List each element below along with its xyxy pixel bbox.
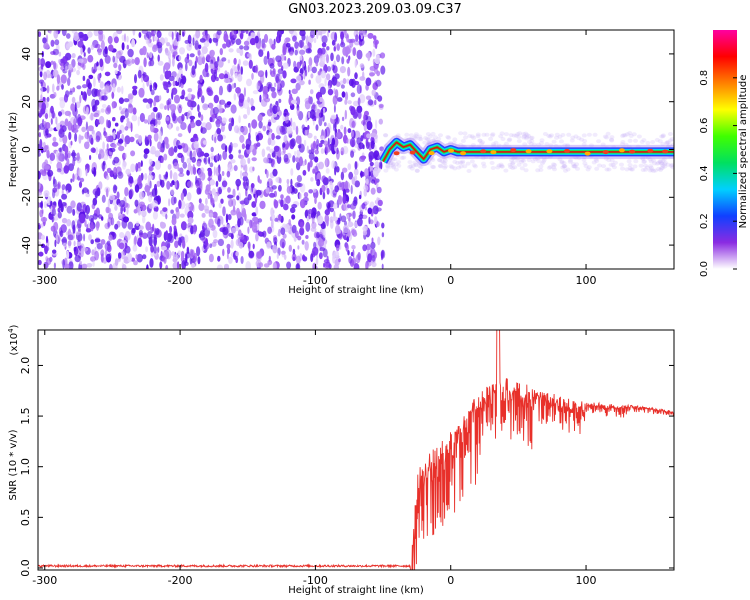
x-tick-label: -100 [303, 574, 328, 587]
y-axis-label: SNR (10 * v/v) [8, 429, 19, 500]
signal-peaks [393, 148, 669, 156]
y-tick-label: 1.0 [19, 458, 32, 476]
x-axis-label: Height of straight line (km) [288, 285, 424, 296]
snr-axes: -300 -200 -100 0 100 0.0 0.5 1.0 1.5 2.0 Height of… [7, 324, 674, 596]
spectrogram-area [38, 30, 674, 269]
colorbar-tick-label: 0.6 [699, 118, 710, 134]
y-tick-label: 0.5 [19, 509, 32, 527]
y-tick-label: -40 [20, 236, 33, 254]
colorbar-gradient [713, 30, 737, 269]
colorbar-label: Normalized spectral amplitude [738, 75, 749, 229]
x-tick-label: -200 [168, 574, 193, 587]
colorbar-tick-label: 0.4 [699, 165, 710, 181]
snr-line [38, 330, 674, 570]
colorbar-tick-label: 0.8 [699, 70, 710, 86]
colorbar-tick-label: 0.2 [699, 213, 710, 229]
y-tick-label: -20 [20, 188, 33, 206]
colorbar-tick-label: 0.0 [699, 261, 710, 277]
x-tick-label: 0 [447, 274, 454, 287]
x-tick-label: 100 [576, 574, 597, 587]
snr-frame [37, 329, 675, 571]
y-tick-label: 0 [20, 146, 33, 153]
x-tick-label: -100 [303, 274, 328, 287]
x-tick-label: 100 [576, 274, 597, 287]
y-scale-label: (x104) [7, 324, 20, 355]
x-tick-label: -300 [32, 574, 57, 587]
x-tick-label: -200 [168, 274, 193, 287]
y-tick-label: 2.0 [19, 357, 32, 375]
x-tick-label: -300 [32, 274, 57, 287]
y-tick-label: 0.0 [19, 559, 32, 577]
x-axis-label: Height of straight line (km) [288, 585, 424, 596]
figure-title: GN03.2023.209.03.09.C37 [288, 2, 462, 17]
signal-line [382, 141, 674, 162]
y-tick-label: 1.5 [19, 407, 32, 425]
colorbar: 0.0 0.2 0.4 0.6 0.8 Normalized spectral ampli… [699, 30, 749, 277]
y-axis-label: Frequency (Hz) [8, 112, 19, 188]
y-tick-label: 40 [20, 47, 33, 61]
x-tick-label: 0 [447, 574, 454, 587]
snr-plot-area [38, 330, 674, 570]
noise-texture [38, 30, 386, 269]
y-tick-label: 20 [20, 95, 33, 109]
